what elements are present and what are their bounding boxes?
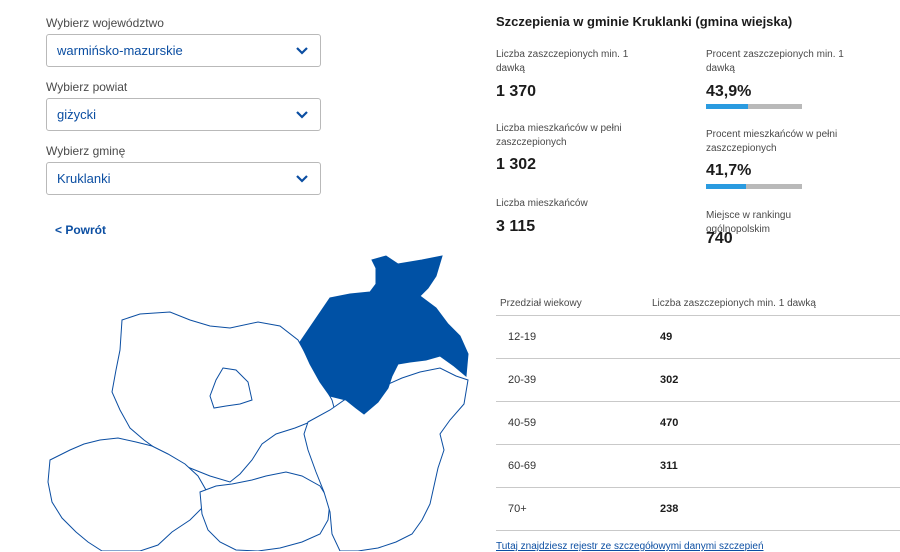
vaccinated-count: 311 <box>660 460 678 472</box>
chevron-down-icon <box>296 47 308 55</box>
percent-fully-label: Procent mieszkańców w pełni zaszczepiony… <box>706 129 838 154</box>
chevron-down-icon <box>296 111 308 119</box>
count-column-header: Liczba zaszczepionych min. 1 dawką <box>652 298 816 309</box>
vaccinated-count: 302 <box>660 374 679 386</box>
map-region-southwest[interactable] <box>47 437 207 551</box>
age-column-header: Przedział wiekowy <box>500 298 582 309</box>
vaccinated-count: 49 <box>660 331 673 343</box>
fully-vaccinated-value: 1 302 <box>496 156 537 173</box>
voivodeship-label: Wybierz województwo <box>46 16 164 30</box>
table-bottom-divider <box>496 530 900 532</box>
ranking-label: Miejsce w rankingu ogólnopolskim <box>706 210 792 235</box>
age-range: 60-69 <box>508 460 537 472</box>
age-range: 20-39 <box>508 374 537 386</box>
percent-fully-bar <box>706 184 802 189</box>
percent-fully-bar-fill <box>706 184 747 189</box>
percent-one-dose-bar <box>706 104 802 109</box>
table-row: 70+ 238 <box>496 487 900 531</box>
residents-label: Liczba mieszkańców <box>496 198 588 209</box>
residents-value: 3 115 <box>496 218 536 235</box>
commune-value: Kruklanki <box>57 171 111 186</box>
county-value: giżycki <box>57 107 97 122</box>
table-row: 20-39 302 <box>496 358 900 402</box>
county-select[interactable]: giżycki <box>46 98 321 131</box>
map-region-center[interactable] <box>209 367 253 409</box>
percent-one-dose-label: Procent zaszczepionych min. 1 dawką <box>706 49 844 74</box>
chevron-down-icon <box>296 175 308 183</box>
voivodeship-select[interactable]: warmińsko-mazurskie <box>46 34 321 67</box>
vaccinated-one-dose-label: Liczba zaszczepionych min. 1 dawką <box>496 49 629 74</box>
percent-fully-value: 41,7% <box>706 162 752 179</box>
fully-vaccinated-label: Liczba mieszkańców w pełni zaszczepionyc… <box>496 123 622 148</box>
map-region-east[interactable] <box>303 367 469 551</box>
age-range: 40-59 <box>508 417 537 429</box>
commune-select[interactable]: Kruklanki <box>46 162 321 195</box>
voivodeship-value: warmińsko-mazurskie <box>57 43 183 58</box>
age-range: 12-19 <box>508 331 537 343</box>
map-region-kruklanki[interactable] <box>299 255 469 415</box>
vaccinated-count: 238 <box>660 503 679 515</box>
age-range: 70+ <box>508 503 527 515</box>
back-link[interactable]: < Powrót <box>55 223 107 237</box>
ranking-value: 740 <box>706 230 733 247</box>
table-row: 40-59 470 <box>496 401 900 445</box>
percent-one-dose-bar-fill <box>706 104 749 109</box>
county-label: Wybierz powiat <box>46 80 128 94</box>
table-row: 12-19 49 <box>496 315 900 359</box>
table-row: 60-69 311 <box>496 444 900 488</box>
commune-label: Wybierz gminę <box>46 144 126 158</box>
vaccinated-one-dose-value: 1 370 <box>496 83 537 100</box>
page-title: Szczepienia w gminie Kruklanki (gmina wi… <box>496 14 793 29</box>
county-map <box>47 255 469 551</box>
map-region-south[interactable] <box>199 471 331 551</box>
vaccinated-count: 470 <box>660 417 679 429</box>
registry-link[interactable]: Tutaj znajdziesz rejestr ze szczegółowym… <box>496 541 764 552</box>
percent-one-dose-value: 43,9% <box>706 83 752 100</box>
